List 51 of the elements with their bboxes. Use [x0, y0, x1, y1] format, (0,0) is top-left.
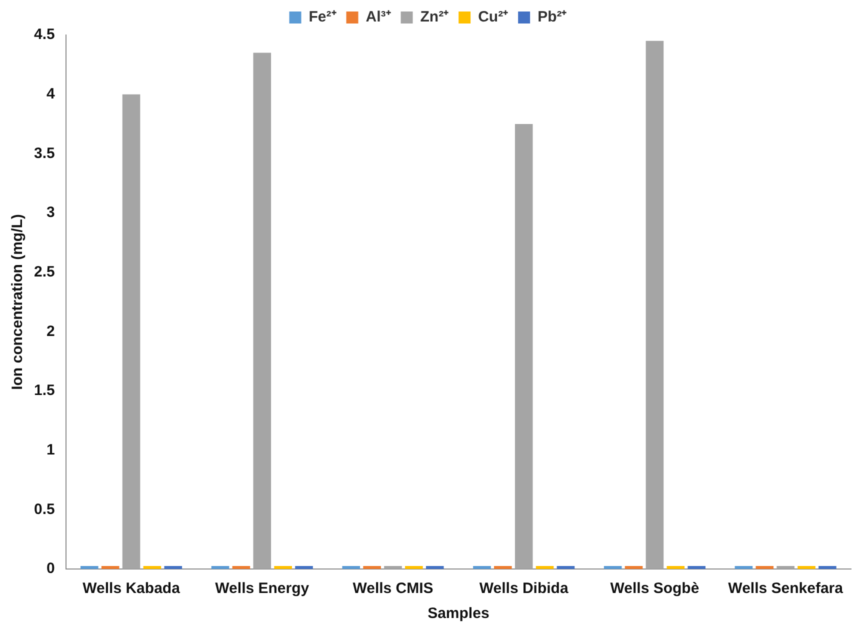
bar	[666, 566, 685, 569]
bar	[798, 566, 816, 569]
x-tick-label: Wells Sogbè	[610, 580, 700, 598]
x-tick-label: Wells Senkefara	[728, 580, 844, 598]
bar	[122, 94, 140, 569]
bar	[473, 566, 491, 569]
bar	[514, 124, 533, 569]
bar	[646, 40, 664, 569]
bar	[274, 566, 292, 569]
bar	[818, 566, 836, 569]
bar	[536, 566, 554, 569]
bar	[405, 566, 423, 569]
bar	[164, 566, 182, 569]
y-tick-label: 0	[46, 560, 55, 578]
y-axis-title: Ion concentration (mg/L)	[9, 214, 26, 390]
x-axis-title: Samples	[428, 605, 490, 622]
x-tick-label: Wells CMIS	[352, 580, 434, 598]
bar	[101, 566, 120, 569]
x-tick-label: Wells Energy	[215, 580, 310, 598]
legend-label: Fe²⁺	[308, 8, 336, 26]
legend-label: Al³⁺	[366, 8, 391, 26]
y-tick-label: 2	[46, 322, 55, 340]
y-tick-label: 4	[46, 85, 56, 102]
bar	[363, 566, 381, 569]
legend-label: Cu²⁺	[478, 8, 508, 26]
bar	[143, 566, 162, 569]
bar	[734, 566, 753, 569]
bar	[556, 566, 575, 569]
legend-label: Zn²⁺	[420, 8, 449, 26]
bar	[253, 52, 272, 569]
y-tick-label: 4.5	[34, 26, 55, 44]
bar	[426, 566, 444, 569]
bar	[80, 566, 98, 569]
bar	[232, 566, 250, 569]
legend-label: Pb²⁺	[538, 8, 567, 26]
bar	[342, 566, 360, 569]
x-tick-label: Wells Kabada	[82, 580, 181, 598]
bar	[756, 566, 774, 569]
y-tick-label: 0.5	[34, 500, 55, 518]
bar	[494, 566, 512, 569]
y-tick-label: 3	[46, 204, 55, 222]
y-tick-label: 1.5	[34, 382, 55, 400]
x-tick-label: Wells Dibida	[479, 580, 569, 598]
y-tick-label: 3.5	[34, 144, 55, 162]
bar	[211, 566, 230, 569]
y-tick-label: 1	[46, 441, 55, 458]
bar	[604, 566, 622, 569]
y-tick-label: 2.5	[34, 263, 55, 280]
bar	[295, 566, 313, 569]
bar	[688, 566, 706, 569]
bar	[624, 566, 643, 569]
